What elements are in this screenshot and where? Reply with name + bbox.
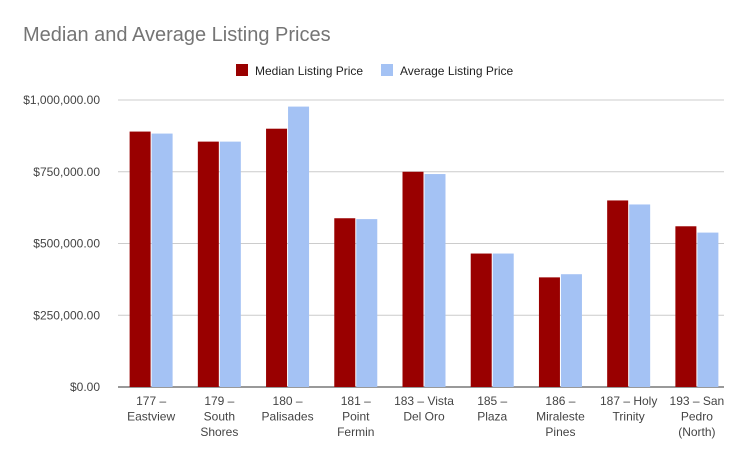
- x-category-label: 177 – Eastview: [127, 394, 175, 424]
- legend-label: Average Listing Price: [400, 64, 514, 78]
- bar-average: [629, 204, 651, 387]
- x-category-label-line: Miraleste: [536, 410, 585, 424]
- x-category-label-line: South: [204, 410, 235, 424]
- legend-swatch: [236, 64, 248, 76]
- bar-average: [492, 253, 514, 387]
- legend: Median Listing Price Average Listing Pric…: [236, 64, 514, 78]
- x-category-label-line: Del Oro: [403, 410, 445, 424]
- bar-average: [560, 274, 582, 387]
- bar-median: [334, 218, 356, 387]
- bar-median: [266, 128, 288, 387]
- bar-median: [675, 226, 697, 387]
- x-category-label-line: Palisades: [262, 410, 314, 424]
- chart-title: Median and Average Listing Prices: [23, 24, 331, 46]
- bar-average: [151, 133, 173, 387]
- x-category-label-line: Trinity: [613, 410, 645, 424]
- x-category-label-line: 181 –: [341, 394, 371, 408]
- bar-median: [197, 141, 219, 387]
- bar-average: [356, 219, 378, 387]
- x-category-label: 193 – San Pedro (North): [670, 394, 725, 439]
- bar-median: [402, 171, 424, 387]
- x-category-label: 179 – South Shores: [200, 394, 238, 439]
- x-category-label: 180 – Palisades: [262, 394, 314, 424]
- x-category-label-line: 193 – San: [670, 394, 725, 408]
- x-category-label-line: Eastview: [127, 410, 175, 424]
- x-category-label-line: Pines: [545, 425, 575, 439]
- bar-average: [697, 232, 719, 387]
- x-category-label-line: 177 –: [136, 394, 166, 408]
- x-axis: 177 – Eastview 179 – South Shores 180 – Palisa…: [127, 394, 724, 439]
- bar-median: [470, 253, 492, 387]
- x-category-label-line: Plaza: [477, 410, 507, 424]
- x-category-label-line: 185 –: [477, 394, 507, 408]
- x-category-label-line: 180 –: [273, 394, 303, 408]
- x-category-label-line: 186 –: [545, 394, 575, 408]
- y-tick-label: $250,000.00: [33, 308, 100, 322]
- x-category-label-line: (North): [678, 425, 715, 439]
- x-category-label-line: Shores: [200, 425, 238, 439]
- y-tick-label: $1,000,000.00: [23, 93, 100, 107]
- x-category-label-line: 183 – Vista: [394, 394, 454, 408]
- y-tick-label: $750,000.00: [33, 165, 100, 179]
- y-tick-label: $0.00: [70, 380, 100, 394]
- bar-average: [219, 141, 241, 387]
- x-category-label-line: Pedro: [681, 410, 713, 424]
- x-category-label-line: Fermin: [337, 425, 374, 439]
- bars: [129, 106, 719, 387]
- x-category-label: 186 – Miraleste Pines: [536, 394, 585, 439]
- y-axis: $0.00 $250,000.00 $500,000.00 $750,000.00 $1…: [23, 93, 100, 394]
- x-category-label: 183 – Vista Del Oro: [394, 394, 454, 424]
- x-category-label: 185 – Plaza: [477, 394, 507, 424]
- bar-median: [538, 277, 560, 387]
- x-category-label-line: 187 – Holy: [600, 394, 657, 408]
- x-category-label: 187 – Holy Trinity: [600, 394, 657, 424]
- x-category-label-line: 179 –: [204, 394, 234, 408]
- bar-average: [288, 106, 310, 387]
- y-tick-label: $500,000.00: [33, 237, 100, 251]
- legend-swatch: [381, 64, 393, 76]
- x-category-label-line: Point: [342, 410, 370, 424]
- bar-median: [129, 131, 151, 387]
- x-category-label: 181 – Point Fermin: [337, 394, 374, 439]
- bar-average: [424, 174, 446, 387]
- legend-label: Median Listing Price: [255, 64, 363, 78]
- bar-median: [607, 200, 629, 387]
